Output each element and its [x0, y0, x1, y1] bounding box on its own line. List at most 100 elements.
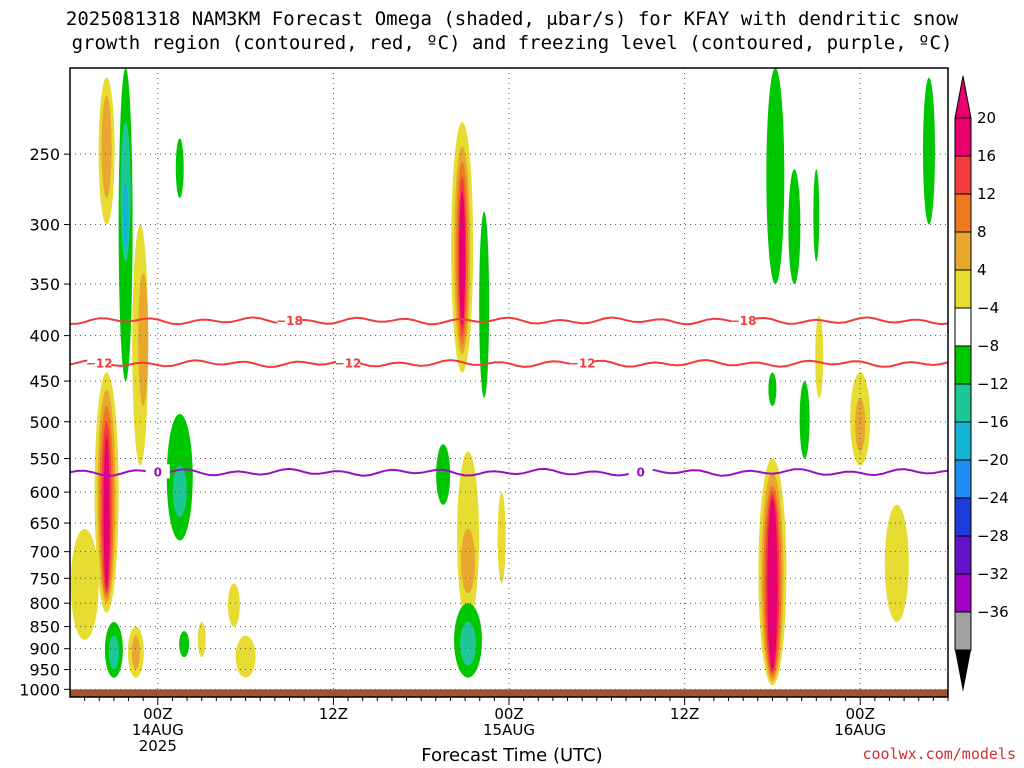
omega-down-a-16: [122, 183, 129, 250]
colorbar-swatch: [954, 117, 972, 157]
contour-label: −12: [335, 357, 362, 371]
omega-up-d-8: [131, 635, 140, 670]
omega-up-h-4: [227, 583, 240, 627]
colorbar-label: −12: [977, 375, 1009, 393]
contour-line-2: [70, 467, 948, 477]
y-tick-label: 900: [29, 640, 60, 659]
chart-title-line1: 2025081318 NAM3KM Forecast Omega (shaded…: [65, 8, 959, 30]
y-tick-label: 750: [29, 569, 60, 588]
y-tick-label: 950: [29, 661, 60, 680]
colorbar-label: −28: [977, 527, 1009, 545]
colorbar-label: −32: [977, 565, 1009, 583]
y-tick-label: 1000: [19, 680, 60, 699]
x-axis-title: Forecast Time (UTC): [421, 745, 603, 766]
contour-label-bg: [628, 464, 653, 479]
colorbar-swatch: [954, 231, 972, 271]
colorbar-swatch: [954, 383, 972, 423]
colorbar-swatch: [954, 535, 972, 575]
x-tick-label: 00Z: [846, 705, 875, 723]
colorbar-label: −36: [977, 603, 1009, 621]
omega-down-o-8: [766, 68, 785, 285]
credit-text: coolwx.com/models: [862, 745, 1016, 763]
colorbar-label: 16: [977, 147, 996, 165]
contour-label-bg: [87, 355, 112, 370]
x-tick-label: 00Z: [143, 705, 172, 723]
y-tick-label: 550: [29, 450, 60, 469]
colorbar-label: −24: [977, 489, 1009, 507]
colorbar-bottom-arrow: [955, 650, 971, 692]
x-tick-label: 00Z: [494, 705, 523, 723]
colorbar-label: 20: [977, 109, 996, 127]
colorbar-label: 4: [977, 261, 987, 279]
omega-down-f-8: [179, 631, 190, 658]
contour-label: 0: [154, 465, 162, 479]
contour-label-bg: [570, 355, 595, 370]
colorbar-swatch: [954, 193, 972, 233]
colorbar-swatch: [954, 269, 972, 309]
x-tick-label: 12Z: [319, 705, 348, 723]
chart-title-line2: growth region (contoured, red, ºC) and f…: [71, 32, 953, 54]
contour-label-bg: [277, 312, 302, 327]
omega-up-g-4: [197, 622, 206, 658]
contour-label: −18: [276, 314, 303, 328]
omega-down-j-8: [479, 211, 490, 398]
contour-line-1: [70, 358, 948, 368]
colorbar-label: −20: [977, 451, 1009, 469]
omega-up-a-8: [101, 95, 112, 198]
contour-label-bg: [731, 312, 756, 327]
y-tick-label: 850: [29, 618, 60, 637]
contour-label-bg: [145, 464, 170, 479]
omega-down-c-12: [108, 635, 119, 670]
y-tick-label: 600: [29, 483, 60, 502]
colorbar-swatch: [954, 497, 972, 537]
y-tick-label: 250: [29, 145, 60, 164]
x-tick-year: 2025: [139, 737, 177, 755]
x-tick-sublabel: 16AUG: [834, 721, 886, 739]
colorbar-label: −16: [977, 413, 1009, 431]
y-tick-label: 650: [29, 514, 60, 533]
contour-label: −12: [86, 357, 113, 371]
omega-up-t-4: [884, 504, 909, 623]
omega-up-a2-8: [138, 272, 149, 406]
omega-up-c-4: [70, 528, 99, 641]
contour-label-bg: [336, 355, 361, 370]
colorbar-label: 12: [977, 185, 996, 203]
colorbar-swatch: [954, 155, 972, 195]
y-tick-label: 450: [29, 372, 60, 391]
x-tick-label: 12Z: [670, 705, 699, 723]
colorbar-swatch: [954, 345, 972, 385]
omega-down-p-8: [768, 372, 777, 406]
contour-label: 0: [637, 465, 645, 479]
colorbar-label: −4: [977, 299, 999, 317]
omega-down-p2-8: [799, 381, 810, 459]
colorbar-top-arrow: [954, 75, 972, 119]
omega-up-l-8: [461, 528, 476, 594]
colorbar-label: 8: [977, 223, 987, 241]
plot-area: −18 −18 −12 −12 −12 0 0: [70, 68, 948, 697]
y-tick-label: 350: [29, 275, 60, 294]
omega-up-s-8: [855, 397, 866, 452]
colorbar-swatch: [954, 611, 972, 651]
y-tick-label: 500: [29, 413, 60, 432]
omega-down-u-8: [922, 77, 935, 225]
omega-up-i-4: [235, 635, 256, 678]
colorbar-swatch: [954, 573, 972, 613]
y-tick-label: 800: [29, 594, 60, 613]
omega-up-q-4: [815, 315, 824, 398]
y-tick-label: 700: [29, 543, 60, 562]
contour-label: −12: [569, 357, 596, 371]
contour-label: −18: [730, 314, 757, 328]
y-tick-label: 400: [29, 327, 60, 346]
colorbar-label: −8: [977, 337, 999, 355]
omega-down-k-8: [436, 444, 451, 505]
omega-down-e-12: [172, 465, 187, 518]
omega-up-r-20: [767, 498, 778, 670]
omega-up-b-20: [103, 436, 110, 589]
colorbar-swatch: [954, 459, 972, 499]
y-tick-label: 300: [29, 216, 60, 235]
x-tick-sublabel: 14AUG: [132, 721, 184, 739]
omega-up-j-20: [459, 190, 466, 326]
ground-fill: [70, 689, 948, 697]
colorbar-swatch: [954, 307, 972, 347]
